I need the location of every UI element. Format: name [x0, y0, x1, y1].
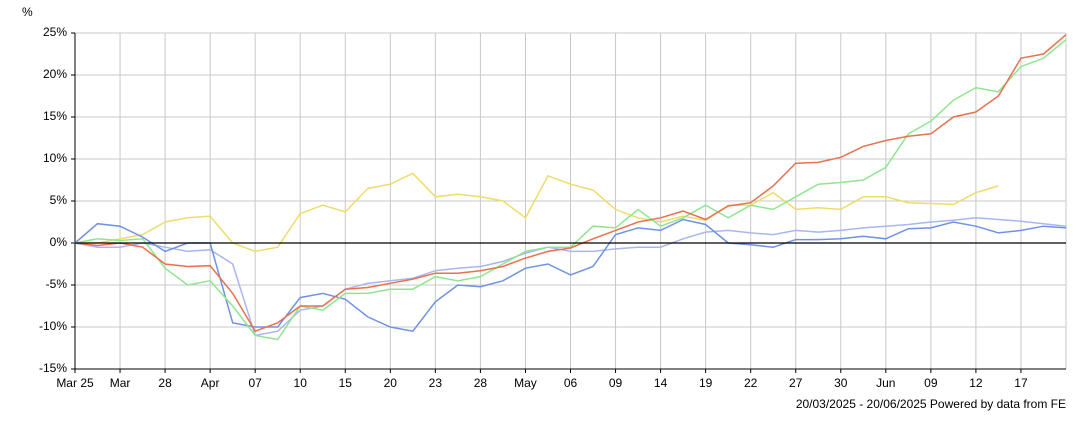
y-tick-label: -10% — [39, 319, 67, 333]
x-tick-label: 30 — [834, 376, 848, 390]
y-tick-label: -15% — [39, 361, 67, 375]
x-tick-label: 09 — [609, 376, 623, 390]
x-tick-label: 28 — [474, 376, 488, 390]
x-tick-label: 23 — [429, 376, 443, 390]
x-tick-label: 12 — [969, 376, 983, 390]
x-tick-label: 07 — [249, 376, 263, 390]
x-tick-label: Mar 25 — [56, 376, 94, 390]
y-unit: % — [22, 5, 33, 19]
x-tick-label: Jun — [876, 376, 895, 390]
x-tick-label: 19 — [699, 376, 713, 390]
y-tick-label: 10% — [43, 151, 67, 165]
x-tick-label: 06 — [564, 376, 578, 390]
footer: 20/03/2025 - 20/06/2025 Powered by data … — [796, 397, 1066, 411]
x-tick-label: Mar — [110, 376, 131, 390]
x-tick-label: Apr — [201, 376, 220, 390]
x-tick-label: May — [514, 376, 537, 390]
x-tick-label: 22 — [744, 376, 758, 390]
x-tick-label: 09 — [924, 376, 938, 390]
x-tick-label: 17 — [1014, 376, 1028, 390]
series-line — [74, 217, 1067, 337]
series-line — [74, 218, 1067, 333]
x-tick-label: 28 — [158, 376, 172, 390]
x-tick-label: 10 — [294, 376, 308, 390]
y-tick-label: 25% — [43, 25, 67, 39]
series-line — [74, 34, 1067, 333]
y-tick-label: 0% — [50, 235, 68, 249]
y-tick-label: 5% — [50, 193, 68, 207]
x-tick-label: 27 — [789, 376, 803, 390]
y-tick-label: 15% — [43, 109, 67, 123]
y-tick-label: 20% — [43, 67, 67, 81]
x-tick-label: 15 — [339, 376, 353, 390]
x-tick-label: 20 — [384, 376, 398, 390]
x-tick-label: 14 — [654, 376, 668, 390]
series-line — [75, 172, 999, 253]
y-tick-label: -5% — [46, 277, 68, 291]
